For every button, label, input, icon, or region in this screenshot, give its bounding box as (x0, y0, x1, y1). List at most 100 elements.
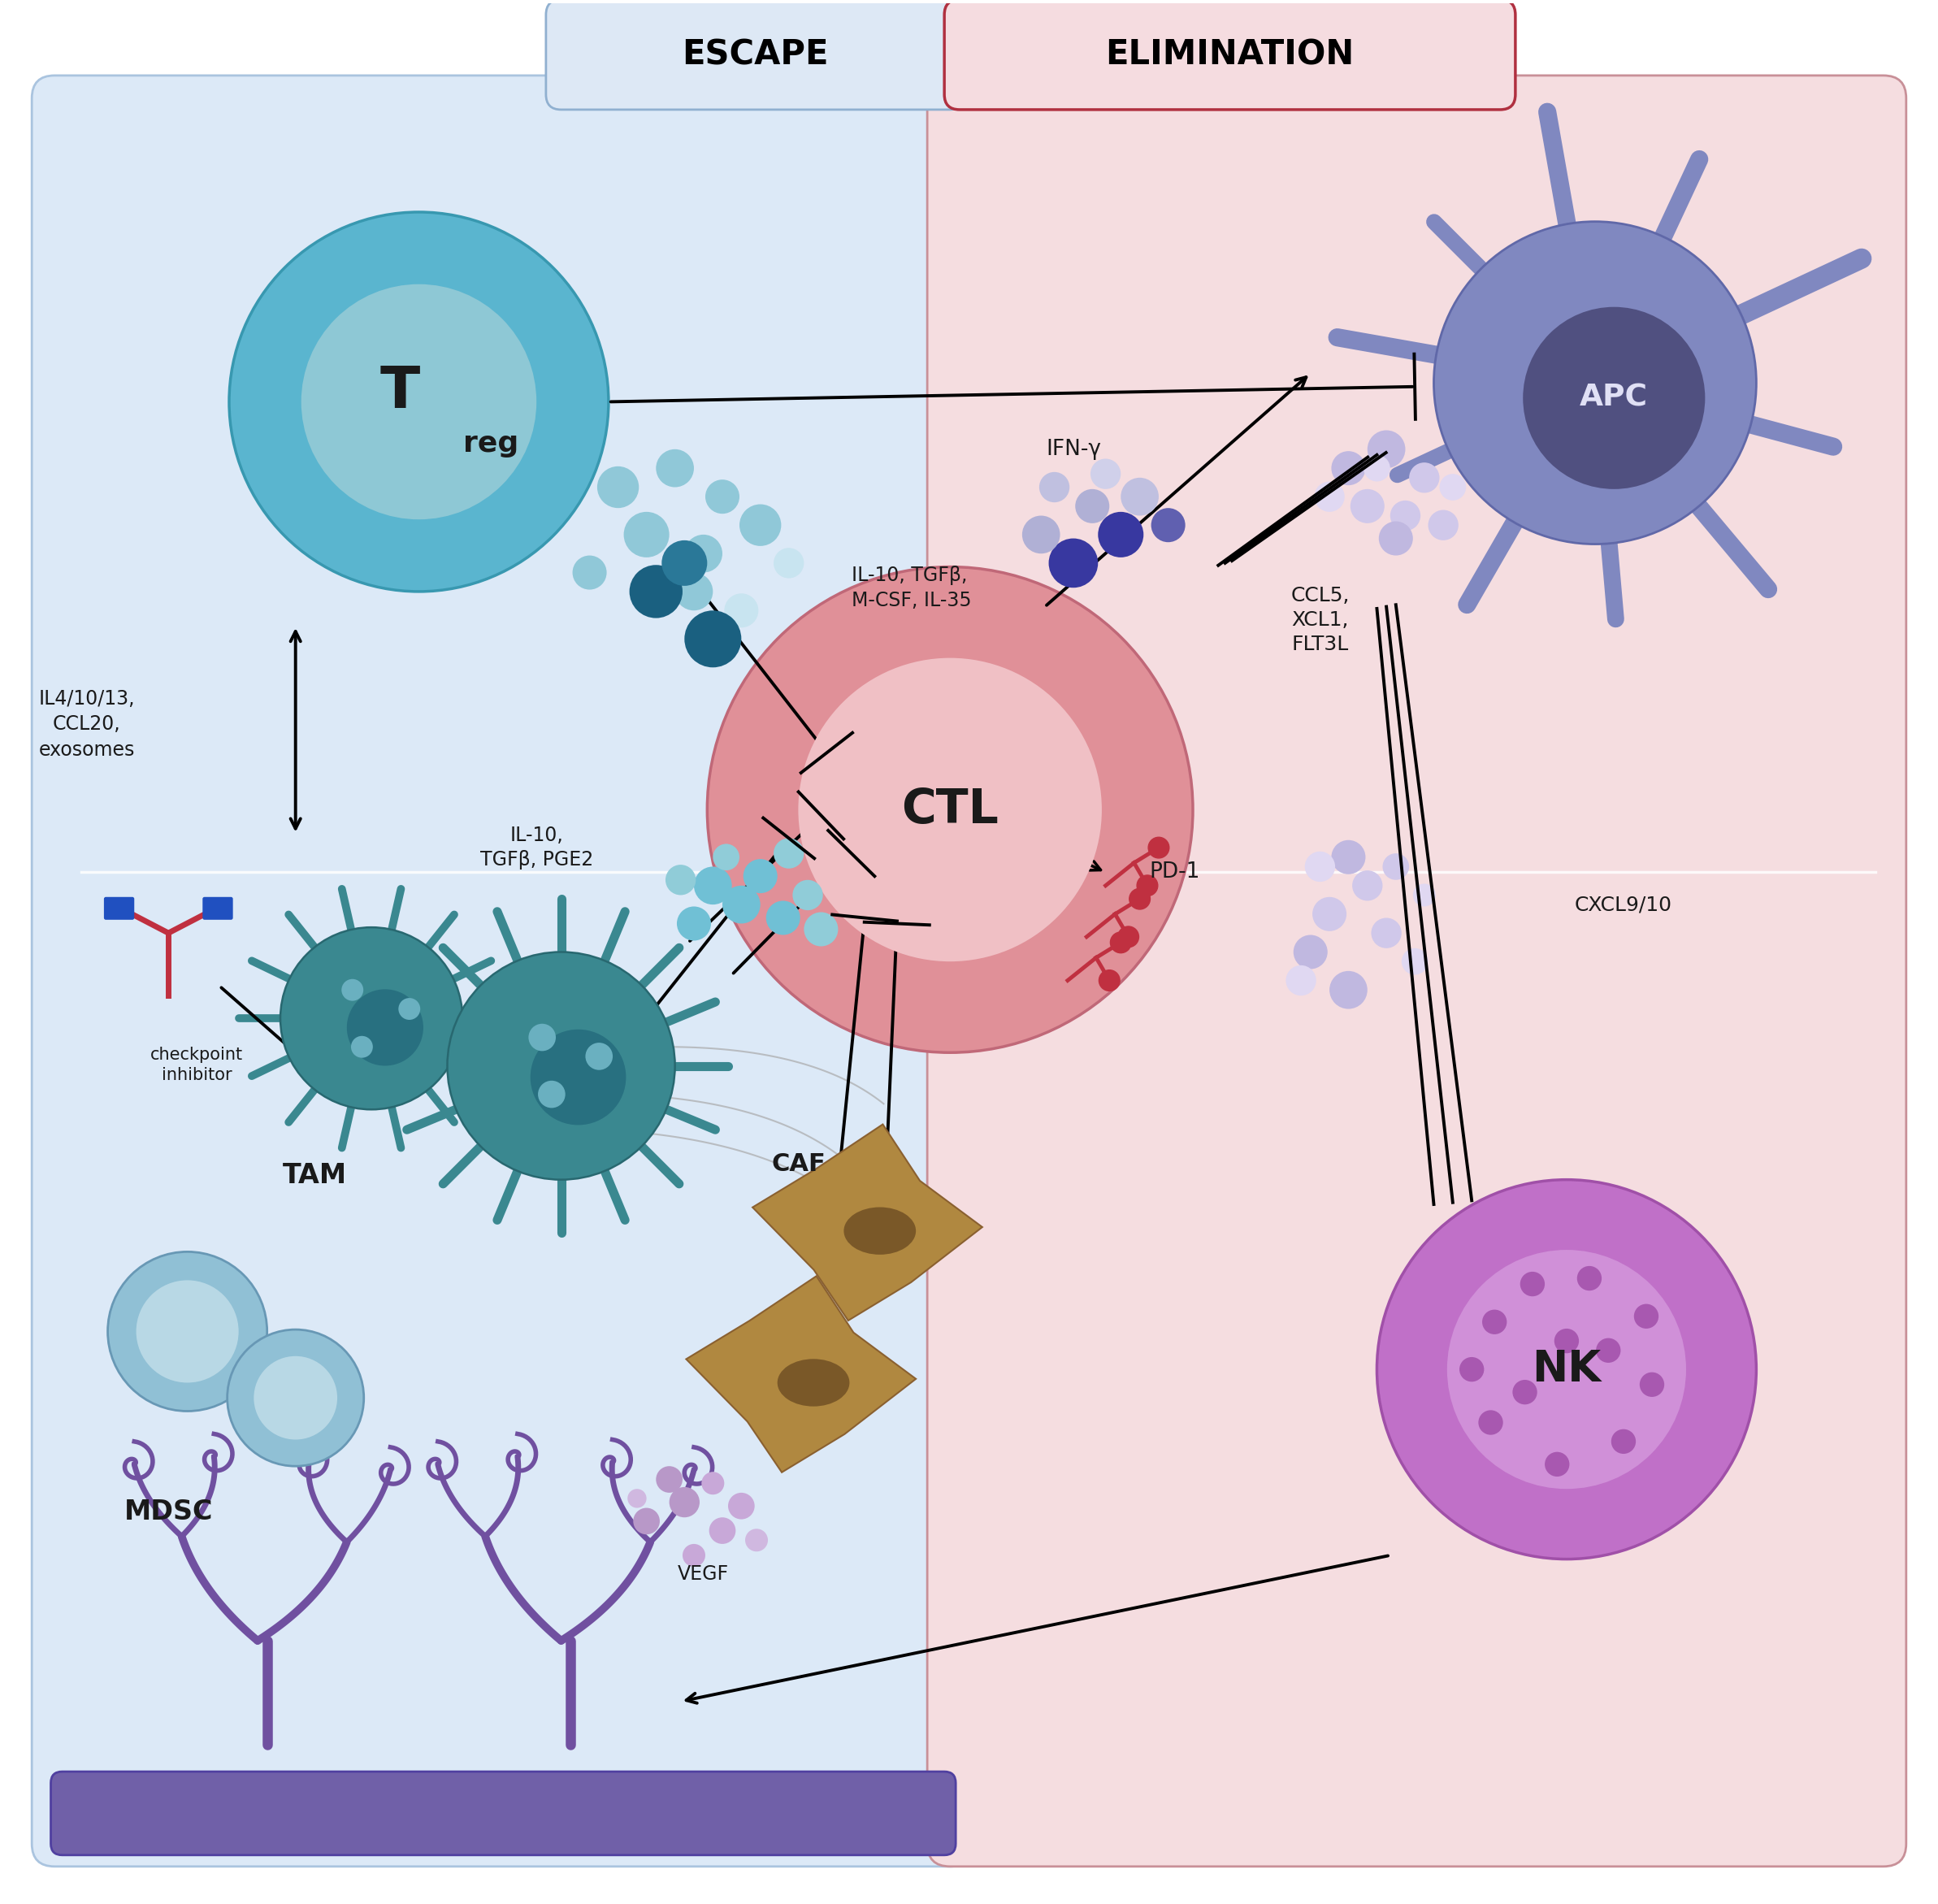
Circle shape (1091, 459, 1120, 489)
Circle shape (628, 1489, 647, 1508)
Circle shape (624, 512, 669, 558)
FancyBboxPatch shape (944, 0, 1516, 110)
Circle shape (744, 1529, 767, 1552)
Circle shape (766, 901, 800, 935)
Text: VEGF: VEGF (678, 1565, 729, 1584)
Circle shape (347, 990, 422, 1066)
Circle shape (1353, 870, 1382, 901)
Circle shape (729, 1493, 754, 1519)
Circle shape (281, 927, 463, 1110)
Circle shape (1118, 927, 1140, 948)
Circle shape (300, 284, 537, 520)
Circle shape (351, 1036, 372, 1059)
Text: ESCAPE: ESCAPE (682, 38, 829, 72)
Circle shape (793, 880, 824, 910)
Text: IL-10, TGFβ,
M-CSF, IL-35: IL-10, TGFβ, M-CSF, IL-35 (851, 565, 971, 609)
Text: CTL: CTL (901, 786, 998, 832)
Circle shape (1110, 933, 1132, 952)
Circle shape (229, 211, 609, 592)
Ellipse shape (843, 1207, 917, 1255)
Text: IL4/10/13,
CCL20,
exosomes: IL4/10/13, CCL20, exosomes (39, 689, 136, 760)
Circle shape (1519, 1272, 1545, 1297)
Circle shape (676, 906, 711, 941)
Circle shape (1138, 876, 1157, 897)
Circle shape (1434, 221, 1756, 545)
Circle shape (1099, 969, 1120, 990)
Circle shape (1293, 935, 1328, 969)
Circle shape (725, 594, 758, 628)
Circle shape (669, 1487, 700, 1517)
Circle shape (1512, 1380, 1537, 1405)
FancyBboxPatch shape (203, 897, 233, 920)
Circle shape (674, 573, 713, 611)
Circle shape (1099, 512, 1143, 558)
Polygon shape (752, 1125, 983, 1321)
Circle shape (136, 1279, 238, 1382)
Circle shape (1048, 539, 1099, 588)
Circle shape (1401, 948, 1428, 975)
Circle shape (740, 505, 781, 546)
Text: APC: APC (1579, 383, 1647, 413)
Circle shape (399, 998, 421, 1021)
Circle shape (1378, 522, 1413, 556)
Circle shape (773, 548, 804, 579)
Text: TAM: TAM (283, 1163, 347, 1190)
Circle shape (1610, 1430, 1636, 1455)
Circle shape (539, 1081, 566, 1108)
Circle shape (1021, 516, 1060, 554)
Circle shape (1039, 472, 1070, 503)
Circle shape (1285, 965, 1316, 996)
Circle shape (1312, 897, 1347, 931)
Circle shape (1304, 851, 1335, 882)
Text: ELIMINATION: ELIMINATION (1105, 38, 1355, 72)
Circle shape (655, 449, 694, 487)
Circle shape (798, 659, 1103, 962)
Circle shape (773, 838, 804, 868)
Text: reg: reg (463, 430, 519, 457)
Circle shape (1149, 838, 1169, 859)
Circle shape (1331, 451, 1366, 486)
Circle shape (341, 979, 362, 1002)
Text: checkpoint
inhibitor: checkpoint inhibitor (151, 1047, 244, 1083)
Circle shape (665, 864, 696, 895)
Circle shape (1440, 474, 1465, 501)
Circle shape (254, 1356, 337, 1439)
Circle shape (705, 480, 740, 514)
Polygon shape (686, 1276, 917, 1472)
Circle shape (1372, 918, 1401, 948)
Text: PD-1: PD-1 (1149, 863, 1200, 883)
Circle shape (684, 611, 742, 668)
Circle shape (1351, 489, 1384, 524)
Circle shape (1368, 430, 1405, 468)
FancyBboxPatch shape (50, 1771, 955, 1854)
FancyBboxPatch shape (926, 76, 1907, 1866)
Circle shape (707, 567, 1194, 1053)
Text: CCL5,
XCL1,
FLT3L: CCL5, XCL1, FLT3L (1291, 586, 1349, 653)
Circle shape (661, 541, 707, 586)
Circle shape (1479, 1411, 1504, 1436)
FancyBboxPatch shape (547, 0, 965, 110)
Circle shape (585, 1043, 612, 1070)
Circle shape (572, 556, 607, 590)
Text: IL-10,
TGFβ, PGE2: IL-10, TGFβ, PGE2 (481, 826, 593, 870)
Circle shape (1382, 853, 1409, 880)
Circle shape (1130, 889, 1149, 910)
Text: MDSC: MDSC (124, 1498, 213, 1525)
Circle shape (597, 466, 640, 508)
FancyBboxPatch shape (105, 897, 134, 920)
Circle shape (1331, 840, 1366, 874)
Text: NK: NK (1533, 1348, 1601, 1390)
Circle shape (531, 1030, 626, 1125)
Circle shape (723, 885, 760, 923)
Circle shape (448, 952, 674, 1180)
Circle shape (684, 535, 723, 573)
Circle shape (709, 1517, 736, 1544)
Circle shape (529, 1024, 556, 1051)
Circle shape (1076, 489, 1109, 524)
Circle shape (1634, 1304, 1659, 1329)
Circle shape (1120, 478, 1159, 516)
Circle shape (1364, 455, 1390, 482)
Text: CAF: CAF (771, 1152, 826, 1177)
Text: CXCL9/10: CXCL9/10 (1576, 895, 1672, 914)
Circle shape (1329, 971, 1368, 1009)
